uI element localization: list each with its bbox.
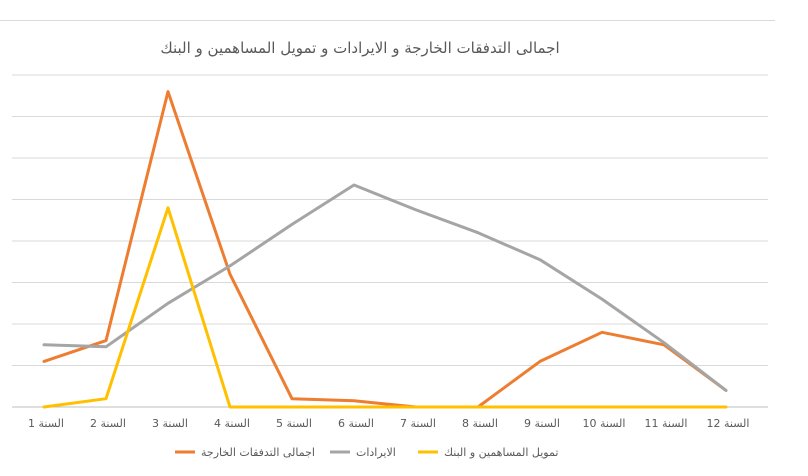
x-tick-label: السنة 4 [214,417,250,430]
x-tick-label: السنة 6 [338,417,374,430]
x-axis-tick-labels: السنة 1 السنة 2 السنة 3 السنة 4 السنة 5 السنة… [28,417,749,430]
series-line-3 [42,206,728,409]
x-tick-label: السنة 10 [583,417,626,430]
gridlines [12,74,768,408]
x-tick-label: السنة 2 [90,417,126,430]
x-tick-label: السنة 5 [276,417,312,430]
legend-label: اجمالى التدفقات الخارجة [201,446,315,459]
legend-label: تمويل المساهمين و البنك [444,446,558,459]
top-border-line [0,20,775,21]
series-line-2 [42,183,728,392]
chart-title: اجمالى التدفقات الخارجة و الايرادات و تم… [160,39,559,57]
x-tick-label: السنة 11 [645,417,688,430]
x-tick-label: السنة 3 [152,417,188,430]
x-tick-label: السنة 12 [707,417,750,430]
series-line-1 [42,90,728,409]
x-tick-label: السنة 7 [400,417,436,430]
series-lines [42,90,728,409]
legend-label: الايرادات [356,446,396,459]
x-tick-label: السنة 1 [28,417,64,430]
x-tick-label: السنة 8 [462,417,498,430]
x-tick-label: السنة 9 [524,417,560,430]
legend: اجمالى التدفقات الخارجة الايرادات تمويل ال… [175,446,558,459]
